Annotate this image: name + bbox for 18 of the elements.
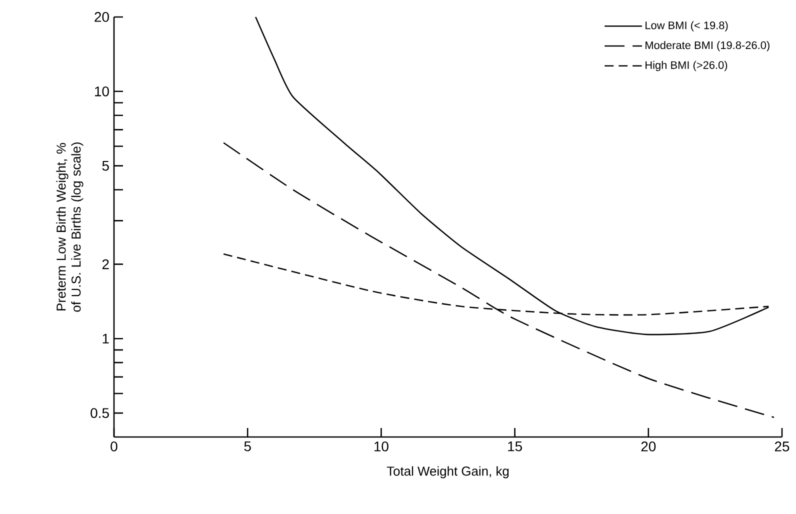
- x-tick-label: 10: [374, 442, 388, 452]
- y-tick-label: 2: [102, 259, 109, 270]
- y-tick-label: 1: [102, 334, 109, 344]
- y-tick-label: 0.5: [90, 408, 109, 418]
- x-tick-label: 15: [508, 442, 522, 452]
- line-series: [222, 142, 775, 418]
- legend-label: Low BMI (< 19.8): [646, 21, 728, 32]
- legend-label: High BMI (>26.0): [646, 60, 728, 72]
- y-tick-label: 5: [102, 160, 109, 171]
- y-axis-title: Preterm Low Birth Weight, % of U.S. Live Births (log scale): [56, 142, 84, 312]
- x-tick-label: 20: [641, 442, 656, 452]
- x-tick-label: 0: [110, 442, 118, 452]
- y-tick-label: 10: [95, 86, 109, 96]
- x-tick-label: 5: [244, 442, 251, 452]
- x-axis-title: Total Weight Gain, kg: [386, 466, 509, 478]
- x-tick-label: 25: [774, 442, 790, 452]
- legend-label: Moderate BMI (19.8-26.0): [646, 41, 770, 52]
- y-tick-label: 20: [94, 12, 109, 22]
